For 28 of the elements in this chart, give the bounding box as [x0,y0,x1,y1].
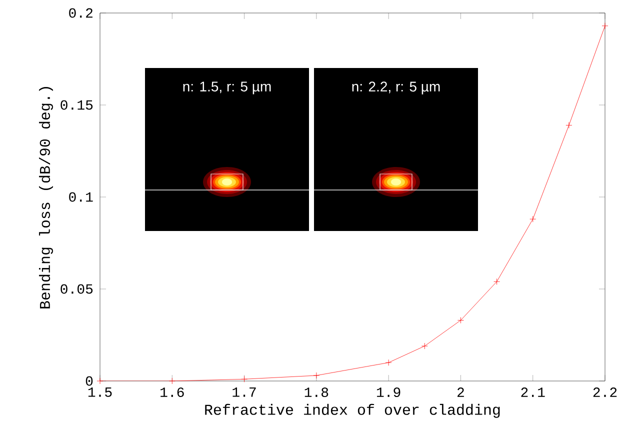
point [602,22,608,30]
annotation: n: 1.5, r: 5 µm [183,82,271,94]
point [421,342,428,350]
x-tick-label: 2.1 [521,388,545,397]
point [530,216,536,222]
point [566,122,572,128]
x-tick-label: 1.6 [160,388,184,398]
y-tick-label: 0.2 [69,8,92,18]
x-tick-label: 2.2 [593,388,617,397]
point [96,378,104,384]
point [494,278,500,285]
y-axis-title: Bending loss (dB/90 deg.) [39,87,53,308]
annotation: n: 2.2, r: 5 µm [352,82,440,94]
x-tick-label: 1.8 [304,388,328,398]
x-axis-title: Refractive index of over cladding [205,404,500,418]
point [168,378,176,384]
y-tick-label: 0.05 [60,284,93,294]
point [241,376,248,382]
x-tick-label: 1.9 [376,388,400,398]
x-tick-label: 2 [458,388,464,397]
y-tick-label: 0 [86,376,93,386]
point [458,317,464,324]
x-tick-label: 1.7 [232,388,256,397]
y-tick-label: 0.1 [69,192,93,202]
x-tick-label: 1.5 [88,388,112,397]
y-tick-label: 0.15 [60,100,93,110]
point [313,372,320,379]
point [385,359,392,366]
